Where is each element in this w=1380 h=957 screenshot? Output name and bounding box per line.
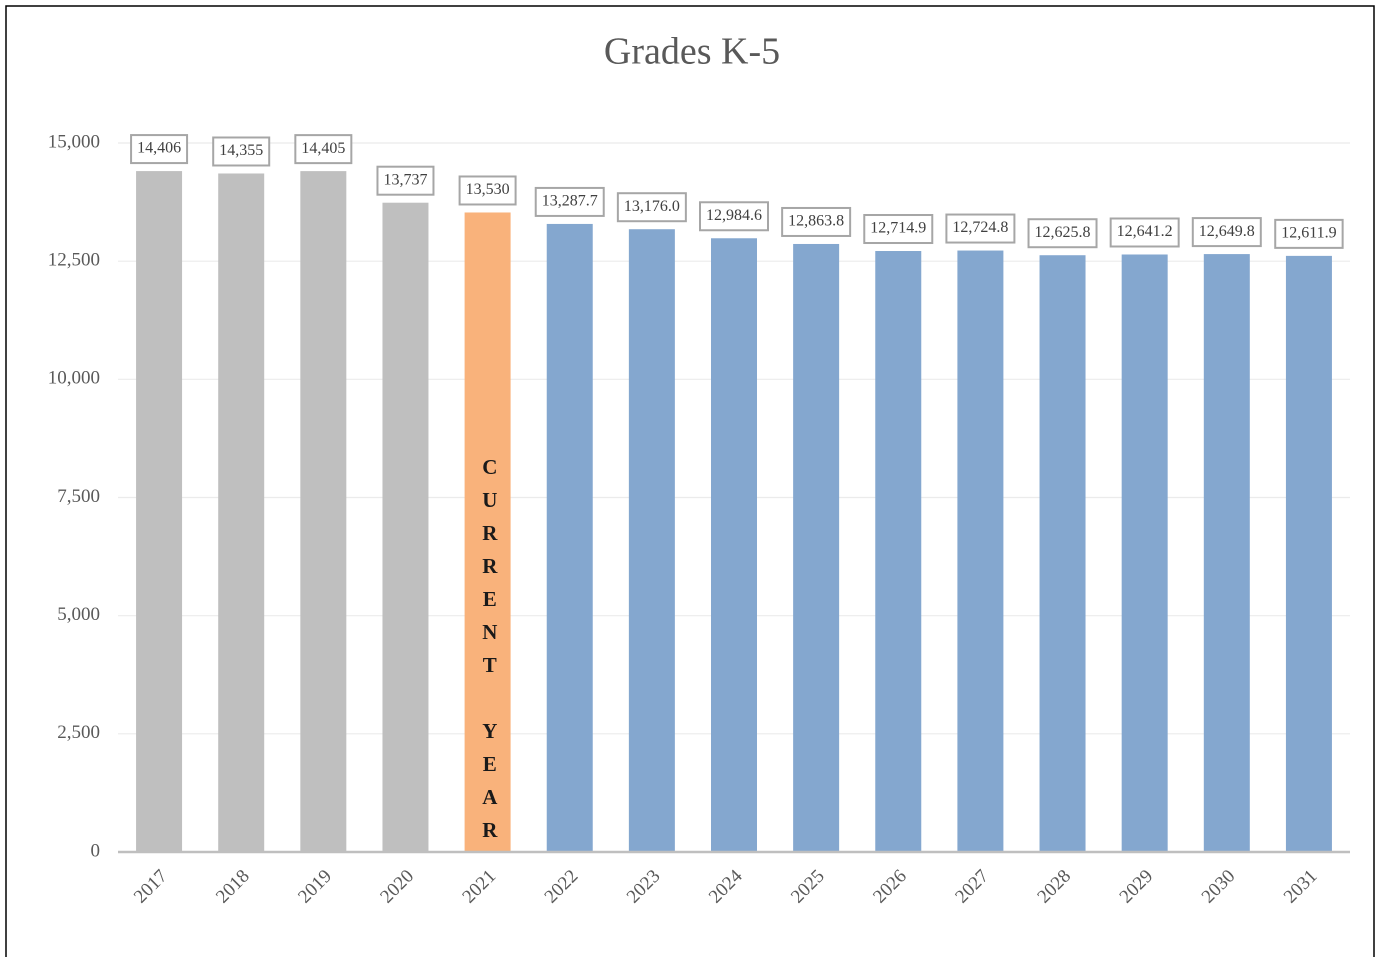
value-label: 12,724.8 xyxy=(952,219,1008,236)
bar xyxy=(875,251,922,853)
y-tick-label: 2,500 xyxy=(57,722,100,743)
bar xyxy=(957,250,1004,852)
value-label-box xyxy=(1191,217,1262,248)
chart-frame xyxy=(5,5,1375,957)
value-label: 12,714.9 xyxy=(870,220,926,237)
value-label: 13,737 xyxy=(383,171,427,188)
value-label-box xyxy=(130,134,189,165)
value-label-box xyxy=(458,175,517,206)
y-tick-label: 5,000 xyxy=(57,604,100,625)
y-tick-label: 10,000 xyxy=(48,368,100,389)
value-label-box xyxy=(781,206,852,237)
value-label: 12,984.6 xyxy=(706,207,762,224)
bar xyxy=(300,171,347,853)
value-label: 14,405 xyxy=(301,140,345,157)
bar xyxy=(218,173,265,852)
value-label-box xyxy=(699,201,769,232)
value-label-box xyxy=(534,186,605,217)
bar xyxy=(793,243,840,852)
bar xyxy=(1285,255,1332,852)
annotation: CURRENT YEAR xyxy=(478,455,502,851)
value-label-box xyxy=(1027,218,1098,249)
value-label-box xyxy=(1109,217,1180,248)
value-label: 13,287.7 xyxy=(542,193,598,210)
bar xyxy=(382,202,429,852)
value-label-box xyxy=(294,134,353,165)
bar xyxy=(628,229,675,852)
value-label: 12,625.8 xyxy=(1035,224,1091,241)
value-label-box xyxy=(1274,218,1344,249)
bar xyxy=(1121,254,1168,852)
value-label-box xyxy=(616,192,687,223)
y-tick-label: 12,500 xyxy=(48,250,100,271)
y-tick-label: 0 xyxy=(91,840,101,861)
value-label: 13,176.0 xyxy=(624,198,680,215)
value-label: 12,611.9 xyxy=(1281,225,1336,242)
value-label: 13,530 xyxy=(466,181,510,198)
value-label: 12,649.8 xyxy=(1199,223,1255,240)
y-tick-label: 15,000 xyxy=(48,131,100,152)
value-label: 14,355 xyxy=(219,142,263,159)
bar xyxy=(711,238,757,853)
bar xyxy=(546,223,593,853)
bar xyxy=(1039,255,1086,852)
value-label-box xyxy=(945,213,1016,244)
bar xyxy=(464,212,511,852)
bar xyxy=(136,171,183,852)
value-label: 12,641.2 xyxy=(1117,223,1173,240)
value-label: 14,406 xyxy=(137,140,181,157)
value-label: 12,863.8 xyxy=(788,213,844,230)
value-label-box xyxy=(376,165,435,196)
value-label-box xyxy=(863,214,934,245)
chart-title: Grades K-5 xyxy=(604,31,780,73)
bar xyxy=(1203,254,1250,852)
value-label-box xyxy=(212,136,271,167)
y-tick-label: 7,500 xyxy=(57,486,100,507)
